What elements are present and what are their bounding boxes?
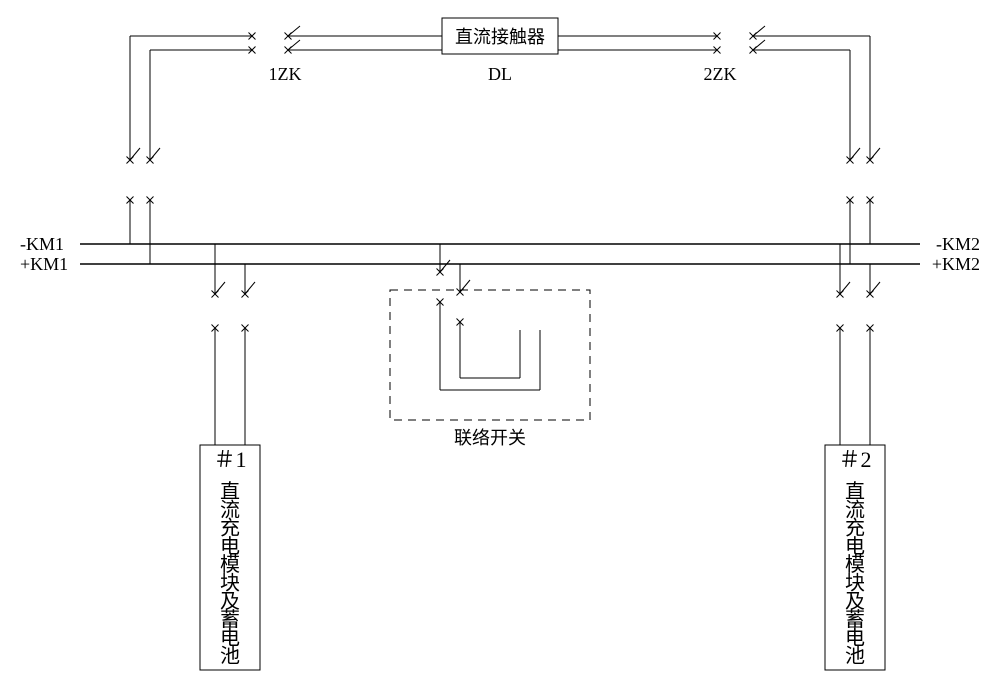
bus-label-pos-right: +KM2 [932, 254, 980, 274]
bus-label-neg-left: -KM1 [20, 234, 64, 254]
dc-contactor-label: 直流接触器 [455, 27, 545, 47]
zk2-label: 2ZK [704, 64, 737, 84]
module-2-box-line-9: 池 [845, 645, 865, 668]
bus-label-pos-left: +KM1 [20, 254, 68, 274]
module-1-box-line-9: 池 [220, 645, 240, 668]
dc-bus-diagram: -KM1+KM1-KM2+KM2直流接触器DL1ZK2ZK联络开关＃1直流充电模… [0, 0, 1000, 681]
tie-switch-label: 联络开关 [454, 428, 526, 448]
tie-switch-box [390, 290, 590, 420]
zk1-label: 1ZK [269, 64, 302, 84]
module-2-box-hash: ＃2 [838, 447, 871, 472]
module-1-box-hash: ＃1 [213, 447, 246, 472]
dc-contactor-sub: DL [488, 64, 512, 84]
bus-label-neg-right: -KM2 [936, 234, 980, 254]
